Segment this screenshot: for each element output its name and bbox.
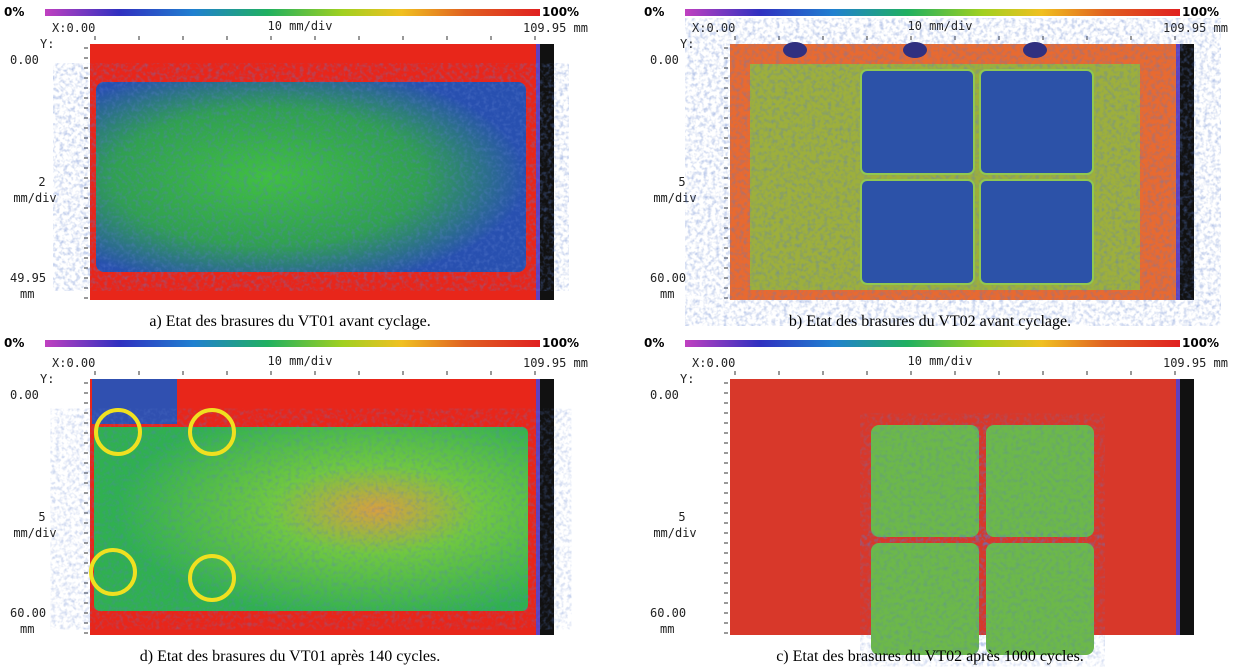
x-end: 109.95 mm [1163,21,1228,35]
y-start: 0.00 [650,53,679,67]
x-start: X:0.00 [692,356,735,370]
y-scale-value: 2 [38,175,45,189]
x-start: X:0.00 [52,356,95,370]
y-scale-unit: mm/div [653,526,696,540]
crack-marker [188,408,236,456]
y-start: 0.00 [10,53,39,67]
pad [860,69,975,175]
scan-edge [536,44,540,300]
pad [979,69,1094,175]
colorbar [45,9,540,16]
x-scale: 10 mm/div [907,19,972,33]
y-start: 0.00 [10,388,39,402]
y-end: 60.00 [10,606,46,620]
pad [979,179,1094,285]
y-end: 60.00 [650,606,686,620]
caption: c) Etat des brasures du VT02 après 1000 … [776,648,1084,665]
caption: a) Etat des brasures du VT01 avant cycla… [149,313,430,330]
colorbar [685,340,1180,347]
noise [986,425,1094,537]
y-scale-value: 5 [678,510,685,524]
x-start: X:0.00 [692,21,735,35]
y-label: Y: [680,37,694,51]
scan-panel: 0% 100% X:0.00 10 mm/div 109.95 mm Y:0.00 2 mm/… [4,5,588,330]
caption: b) Etat des brasures du VT02 avant cycla… [789,313,1071,330]
colorbar [685,9,1180,16]
crack-marker [188,554,236,602]
hole [783,42,807,58]
x-start: X:0.00 [52,21,95,35]
y-end: 49.95 [10,271,46,285]
y-scale-unit: mm/div [13,526,56,540]
scan-border [1180,44,1194,300]
colorbar-max: 100% [542,5,579,19]
crack-marker [94,408,142,456]
hole [1023,42,1047,58]
y-label: Y: [680,372,694,386]
y-end-unit: mm [20,622,34,636]
caption: d) Etat des brasures du VT01 après 140 c… [140,648,441,665]
scan-panel: 0% 100% X:0.00 10 mm/div 109.95 mm Y:0.00 5 mm/… [4,336,588,665]
x-end: 109.95 mm [1163,356,1228,370]
hole [903,42,927,58]
noise [871,543,979,655]
y-label: Y: [40,37,54,51]
y-scale-unit: mm/div [13,191,56,205]
scan-panel: 0% 100% X:0.00 10 mm/div 109.95 mm Y:0.00 5 mm/… [644,336,1228,665]
x-scale: 10 mm/div [907,354,972,368]
pad [860,179,975,285]
crack-marker [89,548,137,596]
scan-edge [1176,379,1180,635]
scan-panel: 0% 100% X:0.00 10 mm/div 109.95 mm Y:0.00 5 mm/… [644,5,1228,330]
scan-border [1180,379,1194,635]
y-end-unit: mm [660,622,674,636]
x-end: 109.95 mm [523,21,588,35]
y-scale-value: 5 [38,510,45,524]
colorbar-max: 100% [1182,336,1219,350]
noise [94,427,528,611]
noise [871,425,979,537]
noise [986,543,1094,655]
x-scale: 10 mm/div [267,354,332,368]
colorbar-max: 100% [1182,5,1219,19]
colorbar [45,340,540,347]
y-end: 60.00 [650,271,686,285]
y-scale-value: 5 [678,175,685,189]
y-scale-unit: mm/div [653,191,696,205]
colorbar-min: 0% [4,336,24,350]
scan-border [540,379,554,635]
y-label: Y: [40,372,54,386]
y-start: 0.00 [650,388,679,402]
x-end: 109.95 mm [523,356,588,370]
x-scale: 10 mm/div [267,19,332,33]
colorbar-max: 100% [542,336,579,350]
colorbar-min: 0% [4,5,24,19]
colorbar-min: 0% [644,336,664,350]
noise [96,82,526,272]
scan-edge [1176,44,1180,300]
y-end-unit: mm [660,287,674,301]
y-end-unit: mm [20,287,34,301]
colorbar-min: 0% [644,5,664,19]
scan-border [540,44,554,300]
scan-edge [536,379,540,635]
